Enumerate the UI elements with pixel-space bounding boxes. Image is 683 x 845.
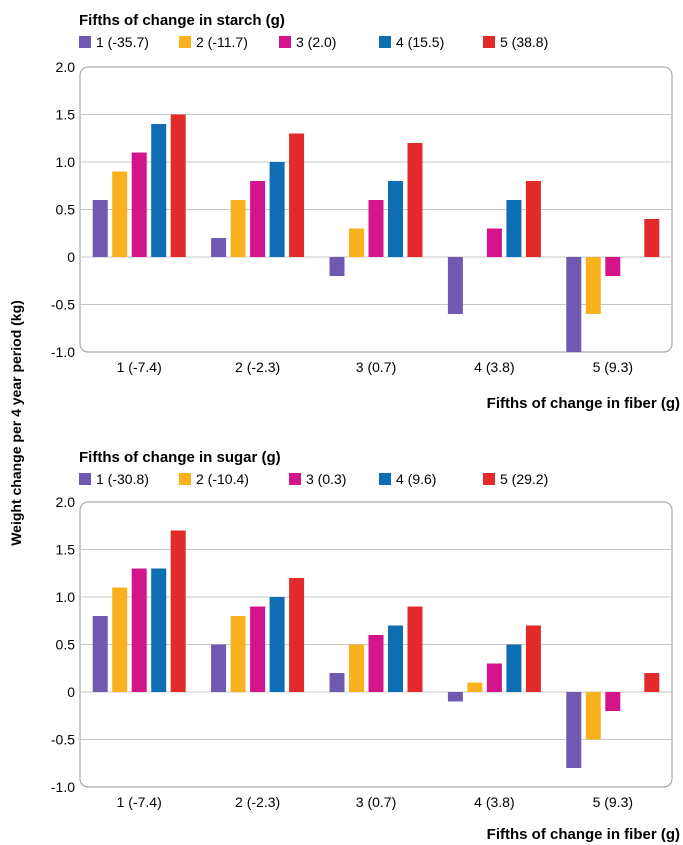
bar xyxy=(388,181,403,257)
bar xyxy=(112,171,128,257)
x-tick-label: 2 (-2.3) xyxy=(235,794,280,810)
bar xyxy=(486,228,502,257)
bar xyxy=(605,692,621,711)
legend-swatch xyxy=(279,36,291,48)
y-tick-label: 2.0 xyxy=(56,59,76,75)
y-axis-label: Weight change per 4 year period (kg) xyxy=(8,300,24,546)
y-tick-label: -1.0 xyxy=(51,779,75,795)
bar xyxy=(486,663,502,692)
bar xyxy=(644,673,660,692)
legend-label: 2 (-11.7) xyxy=(196,34,248,50)
legend-swatch xyxy=(379,473,391,485)
legend-swatch xyxy=(483,473,495,485)
bar xyxy=(211,238,227,257)
y-tick-label: -0.5 xyxy=(51,732,75,748)
x-tick-label: 2 (-2.3) xyxy=(235,359,280,375)
legend-label: 1 (-30.8) xyxy=(96,471,149,487)
bar xyxy=(230,616,246,692)
legend-label: 3 (0.3) xyxy=(306,471,346,487)
legend-label: 5 (29.2) xyxy=(500,471,548,487)
x-tick-label: 5 (9.3) xyxy=(593,794,633,810)
bar xyxy=(644,219,660,257)
starch-panel: Fifths of change in starch (g) 1 (-35.7) 2… xyxy=(51,12,680,412)
bar xyxy=(92,616,108,692)
bar xyxy=(250,181,266,257)
bar xyxy=(329,257,345,276)
y-tick-label: 2.0 xyxy=(56,494,76,510)
sugar-panel: Fifths of change in sugar (g) 1 (-30.8) 2 … xyxy=(51,449,680,843)
bar xyxy=(112,587,128,692)
legend-swatch xyxy=(179,36,191,48)
bar xyxy=(170,114,186,257)
bar xyxy=(329,673,345,692)
bar xyxy=(170,530,186,692)
y-tick-label: 1.5 xyxy=(56,107,76,123)
bar xyxy=(506,200,522,257)
bar xyxy=(92,200,108,257)
x-tick-label: 4 (3.8) xyxy=(474,359,514,375)
bar xyxy=(585,257,601,314)
legend-swatch xyxy=(483,36,495,48)
legend-swatch xyxy=(289,473,301,485)
bar xyxy=(447,257,463,314)
y-tick-label: 1.0 xyxy=(56,589,76,605)
bar xyxy=(289,133,305,257)
bar xyxy=(566,257,582,352)
legend-label: 4 (9.6) xyxy=(396,471,436,487)
bar xyxy=(447,692,463,702)
x-tick-label: 5 (9.3) xyxy=(593,359,633,375)
bar xyxy=(269,162,285,257)
bar xyxy=(407,606,423,692)
x-tick-label: 1 (-7.4) xyxy=(117,794,162,810)
bar xyxy=(349,228,364,257)
bar xyxy=(131,568,147,692)
x-tick-label: 3 (0.7) xyxy=(356,794,396,810)
bar xyxy=(230,200,246,257)
bar xyxy=(506,644,522,692)
bar xyxy=(151,568,167,692)
y-tick-label: -1.0 xyxy=(51,344,75,360)
legend-label: 2 (-10.4) xyxy=(196,471,249,487)
legend-label: 4 (15.5) xyxy=(396,34,444,50)
bar xyxy=(467,682,483,692)
y-tick-label: -0.5 xyxy=(51,297,75,313)
bar xyxy=(407,143,423,257)
bar xyxy=(566,692,582,768)
bar xyxy=(388,625,403,692)
legend-swatch xyxy=(79,473,91,485)
bar xyxy=(585,692,601,740)
x-tick-label: 1 (-7.4) xyxy=(117,359,162,375)
bar xyxy=(131,152,147,257)
bar xyxy=(269,597,285,692)
legend-label: 5 (38.8) xyxy=(500,34,548,50)
bar xyxy=(525,181,541,257)
legend-label: 1 (-35.7) xyxy=(96,34,149,50)
legend-label: 3 (2.0) xyxy=(296,34,336,50)
bar xyxy=(250,606,266,692)
bar xyxy=(151,124,167,257)
legend-swatch xyxy=(379,36,391,48)
legend-swatch xyxy=(179,473,191,485)
bar xyxy=(605,257,621,276)
y-tick-label: 0.5 xyxy=(56,202,76,218)
y-tick-label: 0 xyxy=(67,684,75,700)
bar xyxy=(211,644,227,692)
y-tick-label: 1.0 xyxy=(56,154,76,170)
bar xyxy=(368,635,384,692)
legend-title: Fifths of change in starch (g) xyxy=(79,12,285,29)
legend-swatch xyxy=(79,36,91,48)
bar xyxy=(349,644,364,692)
bar xyxy=(525,625,541,692)
x-tick-label: 4 (3.8) xyxy=(474,794,514,810)
x-tick-label: 3 (0.7) xyxy=(356,359,396,375)
bar xyxy=(368,200,384,257)
y-tick-label: 1.5 xyxy=(56,542,76,558)
y-tick-label: 0.5 xyxy=(56,637,76,653)
x-axis-label: Fifths of change in fiber (g) xyxy=(487,826,680,843)
bar xyxy=(289,578,305,692)
y-tick-label: 0 xyxy=(67,249,75,265)
legend-title: Fifths of change in sugar (g) xyxy=(79,449,281,466)
x-axis-label: Fifths of change in fiber (g) xyxy=(487,395,680,412)
